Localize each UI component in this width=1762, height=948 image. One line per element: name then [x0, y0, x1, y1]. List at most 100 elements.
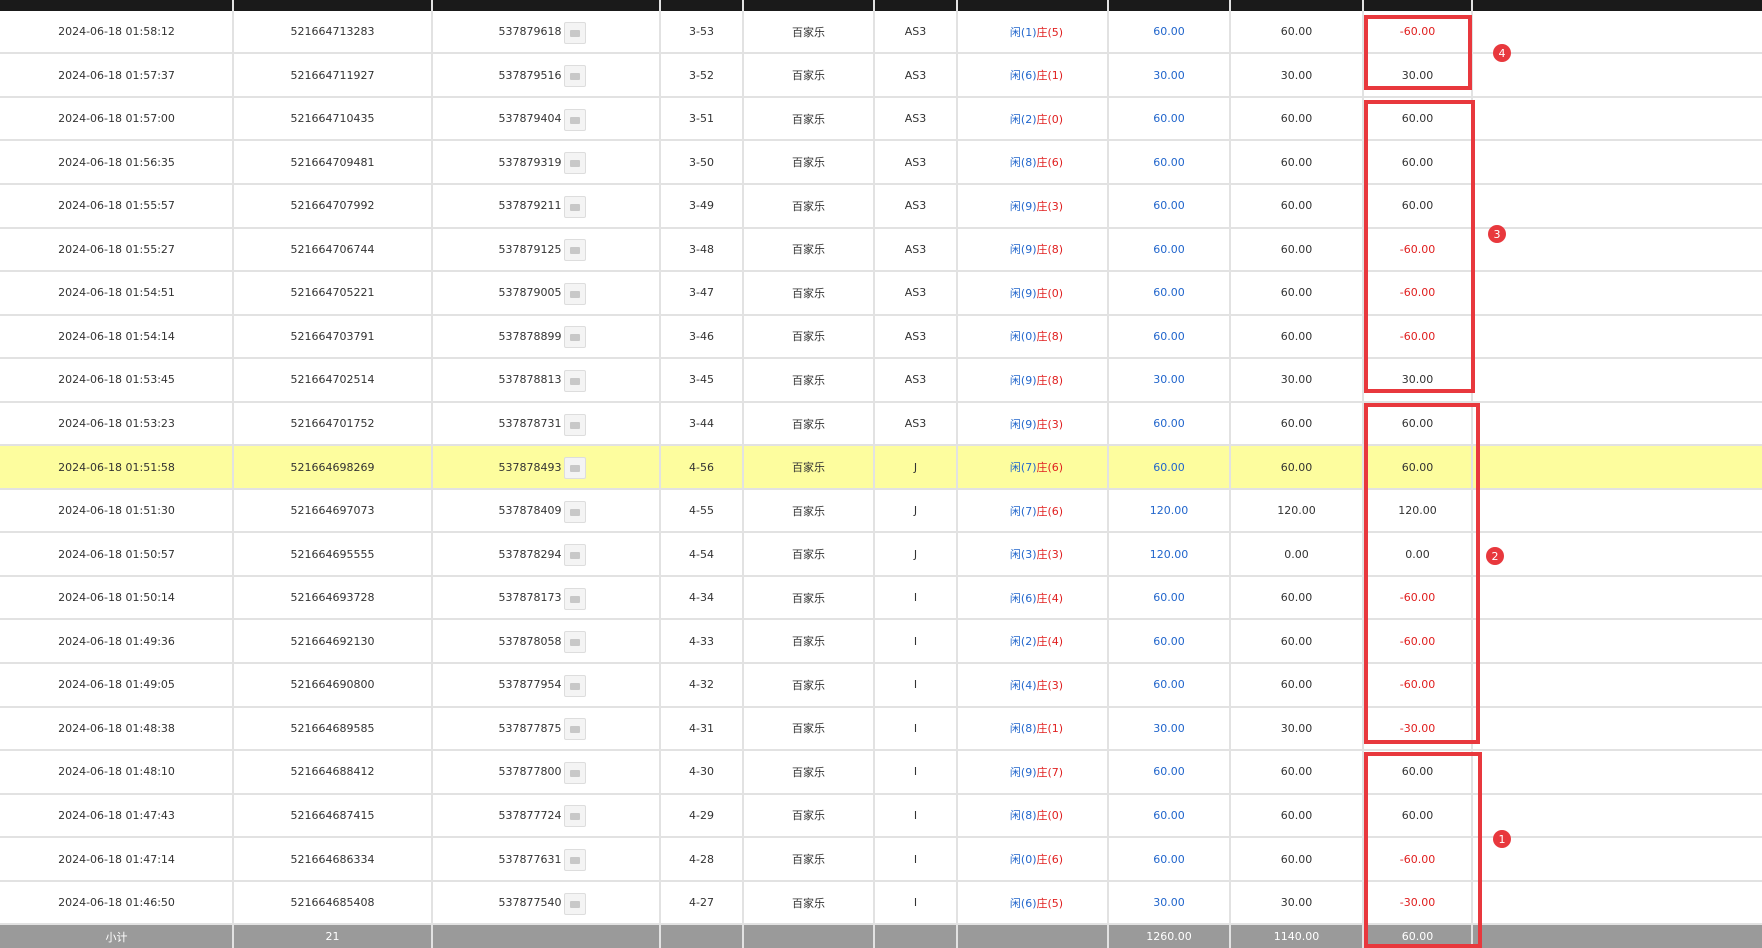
cell: J: [913, 547, 918, 561]
cell: 537878493: [498, 460, 562, 474]
cell: I: [913, 678, 918, 692]
cell: 2024-06-18 01:46:50: [58, 896, 175, 910]
table-row: 2024-06-18 01:49:05 521664690800 537877954…: [0, 664, 1762, 708]
cell: 3-52: [689, 68, 714, 82]
cell: 百家乐: [792, 69, 825, 83]
bet-amount: 60.00: [1153, 242, 1185, 256]
cell: AS3: [904, 199, 927, 213]
cell: I: [913, 808, 918, 822]
game-icon: [564, 892, 586, 915]
cell: 521664706744: [290, 242, 375, 256]
cell: 537879618: [498, 25, 562, 39]
game-icon: [564, 21, 586, 44]
cell: 百家乐: [792, 373, 825, 387]
game-icon: [564, 326, 586, 349]
cell: 537878731: [498, 417, 562, 431]
cell: 3-44: [689, 417, 714, 431]
annotation-badge: 3: [1488, 225, 1506, 243]
cell: 百家乐: [792, 678, 825, 692]
cell: 30.00: [1280, 68, 1313, 82]
cell: 百家乐: [792, 853, 825, 867]
subtotal-winloss: 60.00: [1401, 930, 1434, 944]
cell: 2024-06-18 01:48:38: [58, 721, 175, 735]
annotation-box: [1364, 100, 1475, 393]
cell: 521664711927: [290, 68, 375, 82]
cell: 百家乐: [792, 809, 825, 823]
bet-amount: 60.00: [1153, 155, 1185, 169]
cell: 521664707992: [290, 199, 375, 213]
cell: I: [913, 852, 918, 866]
cell: I: [913, 765, 918, 779]
player-result: 闲(8): [1009, 722, 1037, 736]
column-divider: [1471, 0, 1473, 948]
cell: 60.00: [1280, 286, 1313, 300]
table-row: 2024-06-18 01:53:45 521664702514 537878813…: [0, 359, 1762, 403]
win-loss: -30.00: [1399, 896, 1436, 910]
player-result: 闲(8): [1009, 156, 1037, 170]
cell: 521664697073: [290, 504, 375, 518]
table-row: 2024-06-18 01:54:51 521664705221 537879005…: [0, 272, 1762, 316]
banker-result: 庄(8): [1036, 243, 1064, 257]
player-result: 闲(9): [1009, 243, 1037, 257]
banker-result: 庄(4): [1036, 591, 1064, 605]
cell: 60.00: [1280, 852, 1313, 866]
banker-result: 庄(3): [1036, 548, 1064, 562]
cell: AS3: [904, 242, 927, 256]
cell: 2024-06-18 01:55:57: [58, 199, 175, 213]
win-loss: -60.00: [1399, 678, 1436, 692]
cell: 521664688412: [290, 765, 375, 779]
cell: 60.00: [1280, 808, 1313, 822]
cell: AS3: [904, 329, 927, 343]
cell: 521664710435: [290, 112, 375, 126]
cell: 60.00: [1280, 678, 1313, 692]
player-result: 闲(3): [1009, 548, 1037, 562]
player-result: 闲(7): [1009, 461, 1037, 475]
cell: 3-51: [689, 112, 714, 126]
win-loss: 60.00: [1401, 112, 1434, 126]
column-divider: [873, 0, 875, 948]
bet-amount: 60.00: [1153, 852, 1185, 866]
table-row: 2024-06-18 01:51:30 521664697073 537878409…: [0, 489, 1762, 534]
cell: 30.00: [1280, 373, 1313, 387]
cell: 百家乐: [792, 765, 825, 779]
bet-amount: 60.00: [1153, 678, 1185, 692]
cell: AS3: [904, 155, 927, 169]
cell: 3-46: [689, 329, 714, 343]
cell: 521664703791: [290, 329, 375, 343]
cell: 537877631: [498, 852, 562, 866]
game-icon: [564, 239, 586, 262]
table-row: 2024-06-18 01:51:58 521664698269 537878493…: [0, 446, 1762, 490]
column-divider: [431, 0, 433, 948]
player-result: 闲(6): [1009, 896, 1037, 910]
column-divider: [742, 0, 744, 948]
player-result: 闲(2): [1009, 112, 1037, 126]
cell: 2024-06-18 01:47:43: [58, 808, 175, 822]
cell: 百家乐: [792, 461, 825, 475]
game-icon: [564, 152, 586, 175]
player-result: 闲(9): [1009, 765, 1037, 779]
cell: 2024-06-18 01:51:58: [58, 460, 175, 474]
cell: 537878813: [498, 373, 562, 387]
cell: AS3: [904, 68, 927, 82]
cell: 60.00: [1280, 634, 1313, 648]
cell: 4-32: [689, 678, 714, 692]
cell: 4-30: [689, 765, 714, 779]
cell: 4-31: [689, 721, 714, 735]
column-divider: [1229, 0, 1231, 948]
cell: 60.00: [1280, 417, 1313, 431]
table-row: 2024-06-18 01:48:38 521664689585 537877875…: [0, 707, 1762, 752]
cell: 2024-06-18 01:54:14: [58, 329, 175, 343]
cell: 4-34: [689, 591, 714, 605]
banker-result: 庄(3): [1036, 417, 1064, 431]
cell: 521664695555: [290, 547, 375, 561]
cell: 60.00: [1280, 155, 1313, 169]
cell: AS3: [904, 112, 927, 126]
cell: 521664687415: [290, 808, 375, 822]
cell: 537879319: [498, 155, 562, 169]
player-result: 闲(9): [1009, 286, 1037, 300]
game-icon: [564, 369, 586, 392]
column-divider: [956, 0, 958, 948]
player-result: 闲(0): [1009, 853, 1037, 867]
bet-amount: 120.00: [1149, 547, 1189, 561]
player-result: 闲(1): [1009, 25, 1037, 39]
